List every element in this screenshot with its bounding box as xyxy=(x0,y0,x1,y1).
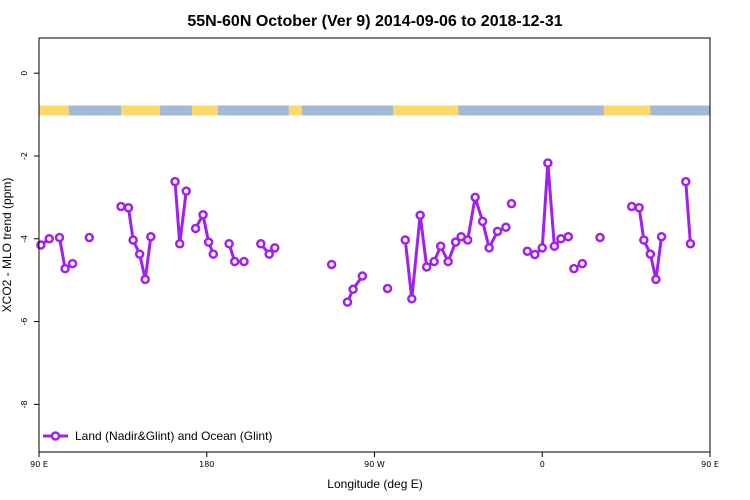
data-point xyxy=(443,256,453,267)
x-tick-label: 90 E xyxy=(701,460,719,469)
data-point xyxy=(651,274,661,285)
data-point xyxy=(595,232,605,243)
data-point xyxy=(190,223,201,234)
data-point xyxy=(477,216,488,227)
data-point xyxy=(537,243,547,253)
data-point xyxy=(407,294,417,304)
surface-type-band xyxy=(39,105,710,116)
data-point xyxy=(400,235,411,245)
data-point xyxy=(656,231,667,242)
data-point xyxy=(549,241,560,251)
legend-label: Land (Nadir&Glint) and Ocean (Glint) xyxy=(75,429,272,443)
data-point xyxy=(342,297,353,307)
y-tick-label: -6 xyxy=(20,318,29,326)
data-point xyxy=(181,186,191,196)
axes: 0 -2 -4 -6 -8 90 E 180 90 W 0 90 E xyxy=(20,71,719,469)
data-point xyxy=(501,222,511,232)
y-tick-label: -8 xyxy=(20,400,29,408)
data-point xyxy=(543,158,553,168)
data-point xyxy=(256,239,266,249)
x-tick-label: 0 xyxy=(540,460,545,469)
data-point xyxy=(429,256,439,267)
legend-marker-swatch xyxy=(50,431,61,441)
data-point xyxy=(44,234,55,244)
data-point xyxy=(140,274,150,285)
data-point xyxy=(530,249,540,260)
data-point xyxy=(146,231,156,242)
data-point xyxy=(54,232,65,243)
data-point xyxy=(60,263,70,274)
ocean-band-span xyxy=(650,105,710,116)
data-point xyxy=(203,237,214,247)
y-axis-label: XCO2 - MLO trend (ppm) xyxy=(0,178,14,313)
x-tick-label: 180 xyxy=(199,460,214,469)
data-point xyxy=(556,234,566,244)
data-point xyxy=(506,198,517,209)
y-tick-label: 0 xyxy=(20,71,29,76)
data-point xyxy=(198,210,208,220)
ocean-band-span xyxy=(160,105,192,116)
ocean-band-span xyxy=(458,105,604,116)
data-point xyxy=(450,237,461,247)
data-point xyxy=(626,201,637,212)
data-point xyxy=(208,249,219,259)
data-point xyxy=(382,283,393,294)
data-point xyxy=(415,210,425,220)
plot-frame xyxy=(38,37,711,453)
data-series xyxy=(36,158,696,307)
data-point xyxy=(348,284,358,295)
x-tick-label: 90 W xyxy=(364,460,385,469)
data-point xyxy=(470,192,480,203)
data-point xyxy=(462,235,473,245)
data-point xyxy=(170,176,180,187)
y-tick-label: -4 xyxy=(20,235,29,243)
data-point xyxy=(224,239,234,249)
ocean-band-span xyxy=(301,105,394,116)
y-tick-label: -2 xyxy=(20,152,29,160)
data-point xyxy=(645,249,656,259)
data-point xyxy=(685,239,696,249)
data-point xyxy=(421,262,432,272)
chart-title: 55N-60N October (Ver 9) 2014-09-06 to 20… xyxy=(187,13,562,30)
data-point xyxy=(239,256,249,267)
x-axis-label: Longitude (deg E) xyxy=(327,477,422,491)
data-point xyxy=(270,243,280,253)
data-point xyxy=(522,246,533,256)
x-tick-label: 90 E xyxy=(30,460,48,469)
data-point xyxy=(634,202,644,213)
data-point xyxy=(116,201,126,212)
data-point xyxy=(563,231,574,242)
series-line-segment xyxy=(684,181,692,244)
data-point xyxy=(492,226,503,237)
data-point xyxy=(174,239,185,249)
data-point xyxy=(569,263,579,274)
data-point xyxy=(577,258,588,269)
ocean-band-span xyxy=(217,105,289,116)
data-point xyxy=(67,258,78,269)
data-point xyxy=(435,241,446,251)
data-point xyxy=(264,249,274,259)
data-point xyxy=(639,235,649,245)
data-point xyxy=(357,271,368,281)
legend: Land (Nadir&Glint) and Ocean (Glint) xyxy=(43,429,272,443)
data-point xyxy=(36,240,46,250)
series-line-segment xyxy=(194,213,215,255)
data-point xyxy=(123,202,134,213)
data-point xyxy=(84,232,95,243)
ocean-band-span xyxy=(68,105,122,116)
data-point xyxy=(229,256,240,267)
data-point xyxy=(134,249,145,259)
data-point xyxy=(128,235,138,245)
data-point xyxy=(484,243,494,253)
data-point xyxy=(326,259,337,270)
data-point xyxy=(681,176,691,187)
